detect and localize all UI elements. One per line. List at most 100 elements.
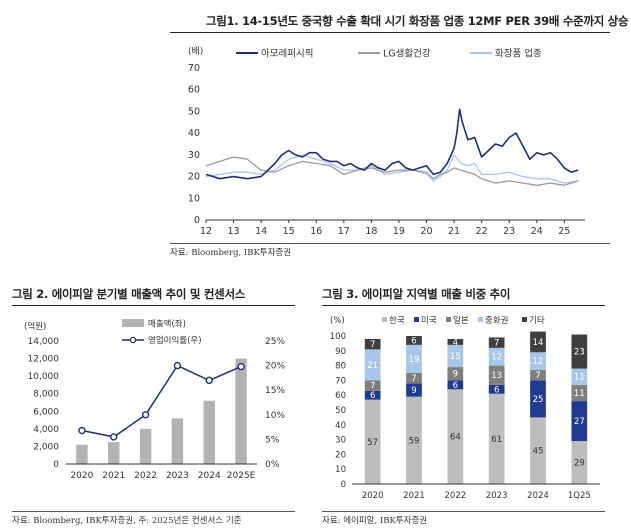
fig2-line — [81, 364, 242, 438]
fig2-x-tick-label: 2023 — [166, 471, 189, 481]
fig2-x-tick-label: 2022 — [134, 471, 157, 481]
fig3-data-label: 14 — [533, 338, 544, 348]
fig2-bottom-rule — [12, 511, 295, 512]
fig3-data-label: 7 — [370, 382, 375, 392]
fig1-x-tick-label: 19 — [393, 226, 405, 237]
fig3-legend-label: 미국 — [421, 316, 437, 326]
fig3-y-tick-label: 90 — [335, 347, 346, 357]
fig2-y-tick-label: 0 — [53, 460, 59, 470]
fig2-y2-tick-label: 5% — [265, 435, 280, 445]
fig1-legend-label: 화장품 업종 — [495, 48, 542, 60]
fig3-bar-segment — [530, 352, 546, 371]
fig3-data-label: 23 — [574, 348, 585, 358]
fig3-bar-segment — [571, 441, 588, 484]
fig1-x-tick-label: 14 — [255, 226, 267, 237]
fig1-x-tick-label: 15 — [283, 226, 295, 237]
fig1-y-tick-label: 10 — [188, 193, 200, 204]
fig3-data-label: 59 — [409, 436, 420, 446]
fig3-data-label: 9 — [453, 370, 458, 380]
fig1-x-tick-label: 23 — [503, 226, 515, 237]
fig1-x-tick-label: 20 — [420, 226, 432, 237]
fig3-data-label: 61 — [491, 435, 502, 445]
fig3-bar-segment — [447, 338, 464, 345]
fig3-bar-segment — [571, 368, 588, 385]
fig3-x-tick-label: 1Q25 — [568, 491, 591, 501]
fig2-y-tick-label: 8,000 — [33, 390, 59, 400]
fig2-legend-label-line: 영업이익률(우) — [148, 335, 202, 346]
fig2-x-tick-label: 2021 — [102, 471, 125, 481]
fig1-y-tick-label: 60 — [188, 85, 200, 96]
fig2-legend-swatch-marker — [129, 336, 137, 344]
fig3-data-label: 29 — [574, 459, 585, 469]
fig1-x-tick-label: 25 — [558, 226, 570, 237]
fig3-bar-segment — [488, 365, 505, 385]
fig3-bar-segment — [406, 373, 422, 384]
fig3-bar-segment — [364, 338, 381, 350]
fig2-y-tick-label: 2,000 — [33, 442, 59, 452]
fig2-x-tick-label: 2020 — [70, 471, 93, 481]
fig2-x-tick-label: 2024 — [198, 471, 221, 481]
fig3-legend-swatch — [414, 317, 419, 322]
fig3-data-label: 15 — [450, 352, 461, 362]
fig3-data-label: 12 — [533, 357, 544, 367]
fig3-data-label: 7 — [370, 340, 375, 350]
fig3-bar-segment — [571, 401, 588, 442]
fig3-bar-segment — [447, 380, 464, 390]
fig1-legend-label: LG생활건강 — [383, 48, 431, 60]
fig3-data-label: 45 — [533, 447, 544, 457]
fig3-bar-segment — [406, 383, 422, 397]
fig1-y-unit: (배) — [188, 46, 203, 57]
fig2-y-tick-label: 14,000 — [28, 337, 60, 347]
fig3-bar-segment — [406, 336, 422, 345]
fig3-bar-segment — [530, 370, 546, 381]
fig1-chart: (배) 0 10 20 30 40 50 60 70 12 13 14 15 16 17 18 19 20 21 22… — [188, 46, 585, 237]
fig1-y-tick-label: 20 — [188, 172, 200, 183]
fig2-y-tick-label: 10,000 — [28, 372, 60, 382]
fig3-legend-label: 중화권 — [485, 315, 508, 326]
fig3-y-tick-label: 80 — [335, 362, 346, 372]
fig1-legend-label: 아모레퍼시픽 — [261, 49, 313, 60]
fig3-data-label: 13 — [491, 371, 502, 381]
fig3-bar-segment — [447, 367, 464, 381]
fig2-y-tick-label: 6,000 — [33, 407, 59, 417]
fig1-x-tick-label: 13 — [228, 226, 240, 237]
fig1-series-line — [205, 154, 579, 184]
fig1-y-tick-label: 0 — [194, 215, 200, 226]
fig2-y2-tick-label: 20% — [265, 362, 285, 372]
fig3-bar-segment — [488, 347, 505, 366]
fig3-y-tick-label: 40 — [335, 421, 346, 431]
fig3-legend-label: 기타 — [529, 316, 545, 326]
fig2-bar — [76, 444, 88, 464]
fig1-x-tick-label: 12 — [200, 226, 212, 237]
fig3-bar-segment — [488, 384, 505, 394]
fig3-chart: (%)0102030405060708090100576721720205997… — [330, 315, 600, 501]
fig3-y-tick-label: 20 — [335, 450, 346, 460]
fig3-data-label: 12 — [491, 353, 502, 363]
fig3-data-label: 64 — [450, 433, 461, 443]
fig3-data-label: 21 — [367, 361, 378, 371]
fig2-bar — [171, 418, 184, 464]
fig3-data-label: 19 — [409, 355, 420, 365]
fig2-line-point — [173, 361, 182, 370]
fig3-data-label: 6 — [411, 336, 416, 346]
fig1-y-tick-label: 50 — [188, 106, 200, 117]
fig1-series-line — [205, 156, 579, 186]
fig3-y-unit: (%) — [330, 316, 345, 326]
fig3-bar-segment — [447, 344, 464, 368]
fig2-source: 자료: Bloomberg, IBK투자증권, 주: 2025년은 컨센서스 기… — [12, 516, 242, 526]
fig3-title: 그림 3. 에이피알 지역별 매출 비중 추이 — [322, 287, 511, 301]
fig2-legend-swatch-bar — [122, 319, 144, 327]
fig3-data-label: 11 — [574, 373, 585, 383]
fig3-bar-segment — [364, 399, 381, 484]
fig3-bar-segment — [571, 384, 588, 402]
fig2-bar — [203, 400, 215, 464]
fig1-y-tick-label: 40 — [188, 128, 200, 139]
fig2-line-point — [110, 433, 118, 441]
fig3-data-label: 4 — [453, 338, 458, 348]
fig3-data-label: 6 — [370, 391, 375, 401]
fig3-source: 자료: 에이피알, IBK투자증권 — [322, 516, 428, 526]
fig3-data-label: 27 — [574, 417, 585, 427]
fig1-title-rule — [170, 32, 610, 33]
fig3-legend-label: 한국 — [389, 316, 405, 326]
fig3-bar-segment — [530, 380, 546, 418]
